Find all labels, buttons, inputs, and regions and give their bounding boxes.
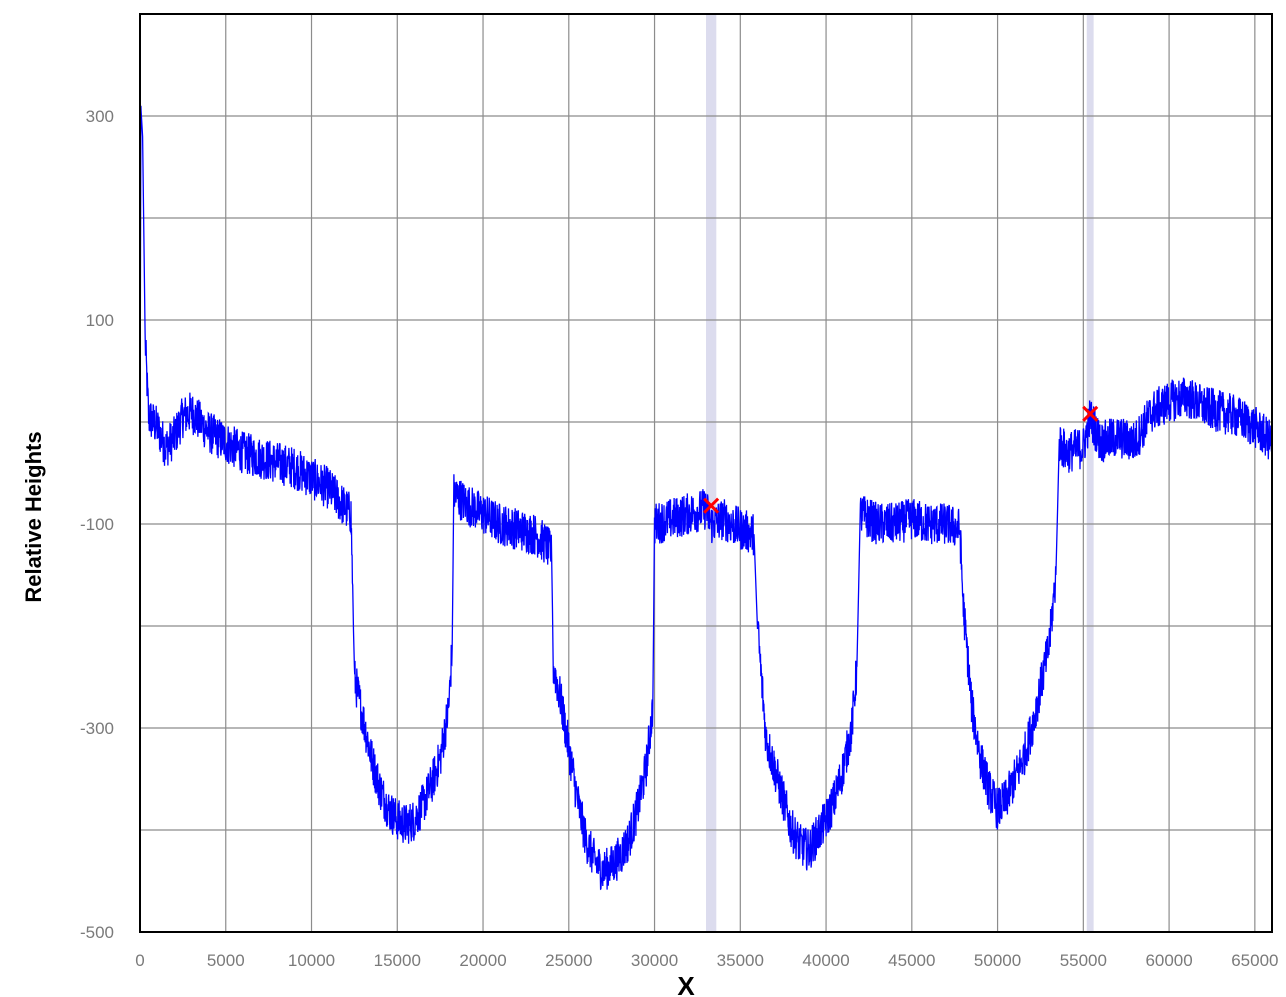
y-tick-label: -500 bbox=[80, 923, 114, 942]
x-tick-label: 20000 bbox=[459, 951, 506, 970]
y-tick-label: -100 bbox=[80, 515, 114, 534]
x-tick-label: 55000 bbox=[1060, 951, 1107, 970]
x-tick-label: 45000 bbox=[888, 951, 935, 970]
marker-x-2 bbox=[1082, 405, 1099, 422]
x-axis-title: X bbox=[677, 971, 695, 997]
x-tick-label: 15000 bbox=[374, 951, 421, 970]
y-tick-label: 100 bbox=[86, 311, 114, 330]
marker-layer bbox=[703, 405, 1099, 514]
x-tick-label: 30000 bbox=[631, 951, 678, 970]
x-tick-label: 35000 bbox=[717, 951, 764, 970]
x-tick-label: 60000 bbox=[1145, 951, 1192, 970]
y-tick-label: -300 bbox=[80, 719, 114, 738]
x-tick-labels: 0 5000 10000 15000 20000 25000 30000 35000 40000… bbox=[135, 951, 1278, 970]
x-tick-label: 40000 bbox=[802, 951, 849, 970]
y-tick-label: 300 bbox=[86, 107, 114, 126]
x-tick-label: 5000 bbox=[207, 951, 245, 970]
x-tick-label: 25000 bbox=[545, 951, 592, 970]
highlight-band-2 bbox=[1086, 14, 1094, 932]
x-tick-label: 50000 bbox=[974, 951, 1021, 970]
plot-frame bbox=[139, 13, 1273, 933]
grid-lines bbox=[139, 13, 1272, 933]
x-tick-label: 0 bbox=[135, 951, 144, 970]
marker-x-1 bbox=[703, 497, 720, 514]
highlight-band-1 bbox=[706, 14, 717, 932]
y-tick-labels: -500 -300 -100 100 300 bbox=[80, 107, 114, 942]
highlight-bands bbox=[706, 14, 1094, 932]
x-tick-label: 65000 bbox=[1231, 951, 1278, 970]
y-axis-title: Relative Heights bbox=[21, 431, 46, 602]
x-tick-label: 10000 bbox=[288, 951, 335, 970]
